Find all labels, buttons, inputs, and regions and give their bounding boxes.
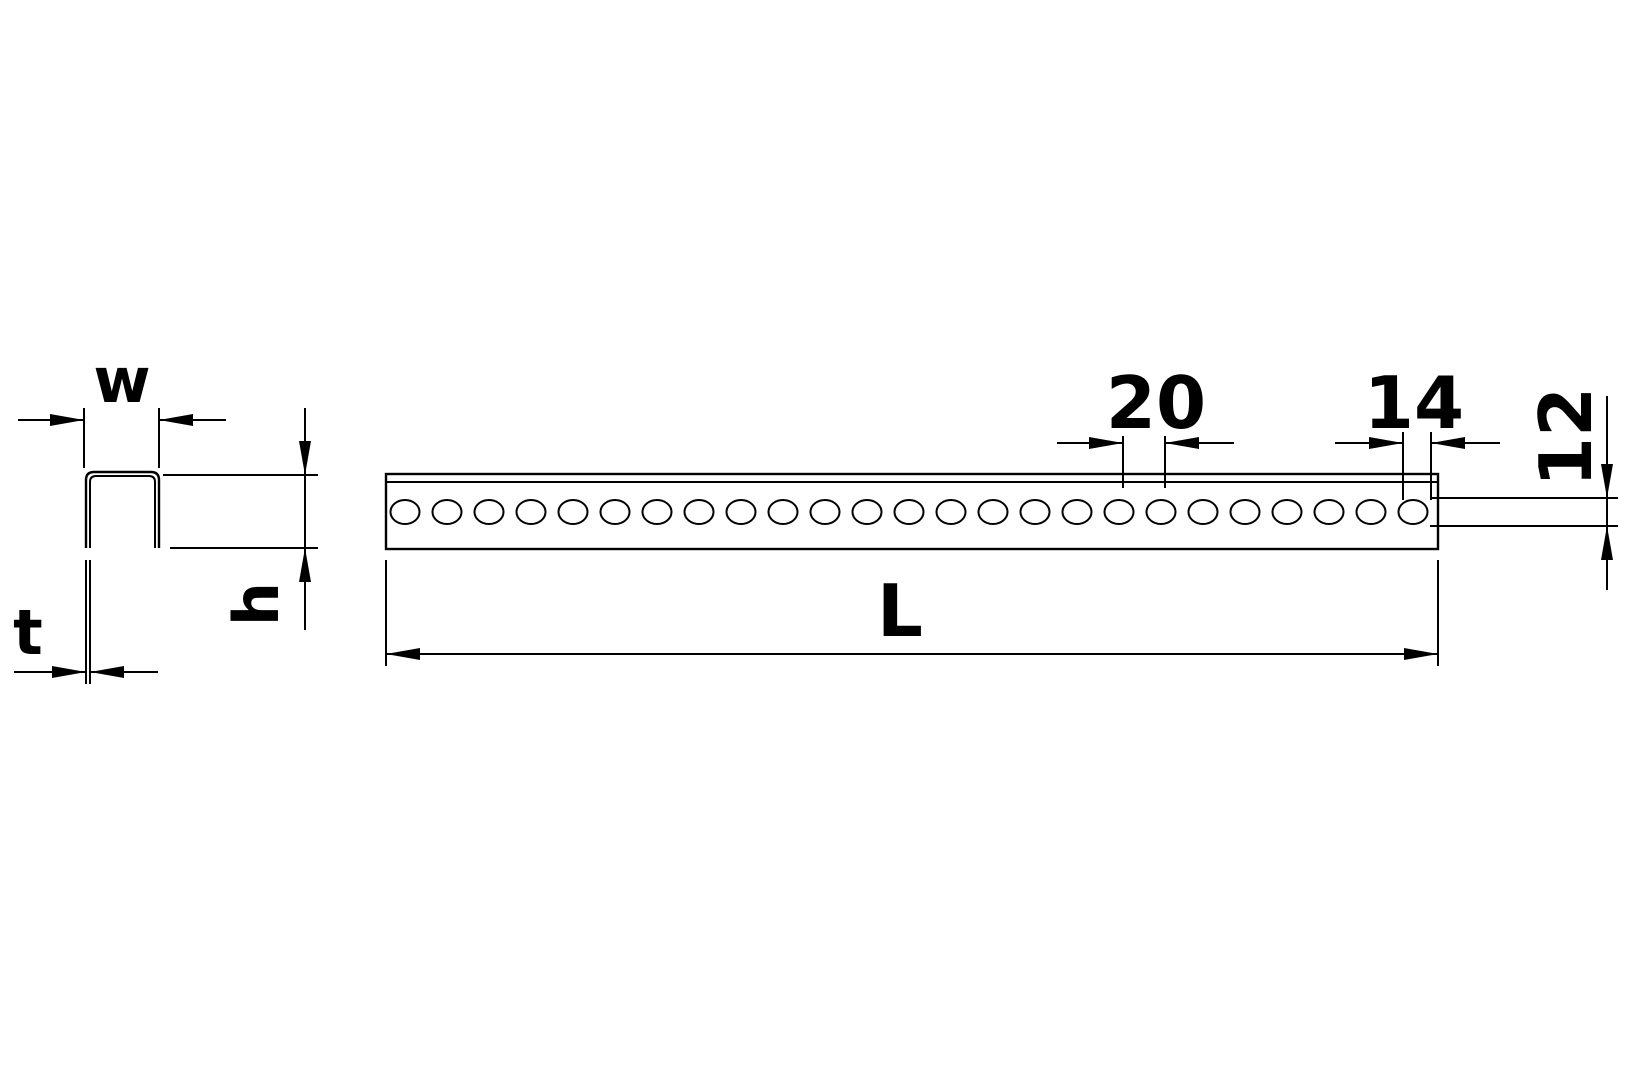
- pitch-label: 20: [1106, 361, 1206, 445]
- height-label: h: [220, 582, 293, 626]
- hole: [431, 499, 463, 525]
- hole: [599, 499, 631, 525]
- channel-profile-inner: [89, 475, 156, 548]
- thickness-dimension: t: [13, 560, 158, 684]
- hole: [893, 499, 925, 525]
- hole: [725, 499, 757, 525]
- hole: [935, 499, 967, 525]
- cross-section: w h t: [13, 344, 318, 684]
- hole: [683, 499, 715, 525]
- hole: [1271, 499, 1303, 525]
- hole: [1355, 499, 1387, 525]
- channel-profile: [84, 470, 161, 548]
- pitch-dimension: 20: [1057, 361, 1234, 488]
- hole: [851, 499, 883, 525]
- hole: [1019, 499, 1051, 525]
- hole: [1313, 499, 1345, 525]
- hole: [389, 499, 421, 525]
- end-offset-dimension: 14: [1335, 361, 1500, 500]
- end-offset-label: 14: [1364, 361, 1464, 445]
- hole-row: [389, 499, 1429, 525]
- hole-height-label: 12: [1524, 387, 1608, 487]
- hole: [1103, 499, 1135, 525]
- length-label: L: [877, 569, 923, 653]
- hole: [1145, 499, 1177, 525]
- hole: [557, 499, 589, 525]
- strip-view: [384, 472, 1440, 551]
- thickness-label: t: [13, 596, 43, 669]
- strip-outline: [384, 472, 1440, 551]
- hole: [515, 499, 547, 525]
- hole: [1229, 499, 1261, 525]
- height-dimension: h: [163, 408, 318, 630]
- hole: [473, 499, 505, 525]
- width-label: w: [93, 344, 150, 417]
- hole: [1187, 499, 1219, 525]
- hole: [1397, 499, 1429, 525]
- hole: [977, 499, 1009, 525]
- hole: [641, 499, 673, 525]
- length-dimension: L: [385, 560, 1439, 666]
- hole: [809, 499, 841, 525]
- hole: [767, 499, 799, 525]
- width-dimension: w: [18, 344, 226, 468]
- hole-height-dimension: 12: [1430, 387, 1618, 590]
- hole: [1061, 499, 1093, 525]
